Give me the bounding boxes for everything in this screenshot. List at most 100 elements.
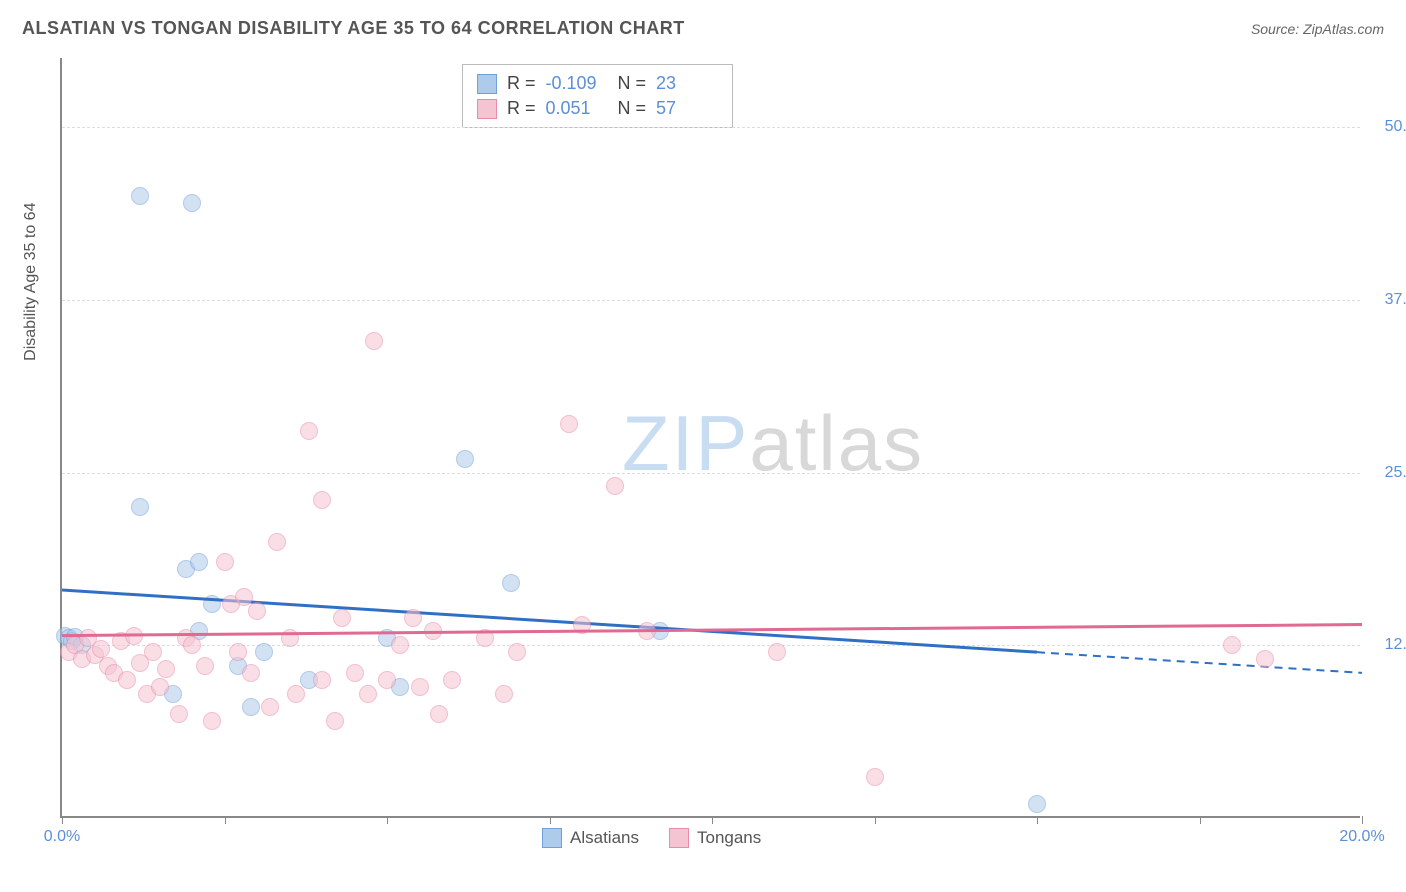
watermark: ZIPatlas bbox=[622, 398, 924, 489]
data-point bbox=[1028, 795, 1046, 813]
data-point bbox=[560, 415, 578, 433]
x-tick bbox=[1200, 816, 1201, 824]
data-point bbox=[248, 602, 266, 620]
data-point bbox=[92, 640, 110, 658]
chart-title: ALSATIAN VS TONGAN DISABILITY AGE 35 TO … bbox=[22, 18, 685, 39]
data-point bbox=[424, 622, 442, 640]
stats-row-tongans: R = 0.051 N = 57 bbox=[477, 96, 718, 121]
data-point bbox=[866, 768, 884, 786]
y-tick-label: 12.5% bbox=[1370, 636, 1406, 654]
legend-swatch-alsatians bbox=[542, 828, 562, 848]
data-point bbox=[170, 705, 188, 723]
legend-label-alsatians: Alsatians bbox=[570, 828, 639, 848]
data-point bbox=[300, 422, 318, 440]
data-point bbox=[768, 643, 786, 661]
stats-r-value-alsatians: -0.109 bbox=[546, 73, 608, 94]
y-tick-label: 25.0% bbox=[1370, 464, 1406, 482]
data-point bbox=[404, 609, 422, 627]
bottom-legend: Alsatians Tongans bbox=[542, 828, 761, 848]
y-tick-label: 37.5% bbox=[1370, 291, 1406, 309]
data-point bbox=[502, 574, 520, 592]
data-point bbox=[359, 685, 377, 703]
data-point bbox=[476, 629, 494, 647]
data-point bbox=[411, 678, 429, 696]
y-tick-label: 50.0% bbox=[1370, 118, 1406, 136]
data-point bbox=[203, 712, 221, 730]
scatter-plot-area: ZIPatlas R = -0.109 N = 23 R = 0.051 N =… bbox=[60, 58, 1360, 818]
data-point bbox=[430, 705, 448, 723]
data-point bbox=[333, 609, 351, 627]
data-point bbox=[606, 477, 624, 495]
title-bar: ALSATIAN VS TONGAN DISABILITY AGE 35 TO … bbox=[22, 18, 1384, 39]
x-tick bbox=[1362, 816, 1363, 824]
data-point bbox=[287, 685, 305, 703]
data-point bbox=[378, 671, 396, 689]
x-tick bbox=[387, 816, 388, 824]
stats-r-label: R = bbox=[507, 73, 536, 94]
data-point bbox=[131, 498, 149, 516]
data-point bbox=[196, 657, 214, 675]
gridline bbox=[62, 473, 1360, 474]
stats-r-value-tongans: 0.051 bbox=[546, 98, 608, 119]
x-tick bbox=[1037, 816, 1038, 824]
data-point bbox=[242, 664, 260, 682]
stats-row-alsatians: R = -0.109 N = 23 bbox=[477, 71, 718, 96]
data-point bbox=[456, 450, 474, 468]
data-point bbox=[203, 595, 221, 613]
swatch-alsatians bbox=[477, 74, 497, 94]
data-point bbox=[1256, 650, 1274, 668]
legend-swatch-tongans bbox=[669, 828, 689, 848]
x-tick bbox=[62, 816, 63, 824]
data-point bbox=[261, 698, 279, 716]
data-point bbox=[242, 698, 260, 716]
data-point bbox=[151, 678, 169, 696]
data-point bbox=[268, 533, 286, 551]
x-tick bbox=[550, 816, 551, 824]
data-point bbox=[255, 643, 273, 661]
data-point bbox=[313, 671, 331, 689]
watermark-part1: ZIP bbox=[622, 399, 749, 487]
data-point bbox=[125, 627, 143, 645]
stats-n-value-tongans: 57 bbox=[656, 98, 718, 119]
data-point bbox=[183, 194, 201, 212]
gridline bbox=[62, 300, 1360, 301]
data-point bbox=[638, 622, 656, 640]
data-point bbox=[131, 187, 149, 205]
data-point bbox=[313, 491, 331, 509]
data-point bbox=[229, 643, 247, 661]
data-point bbox=[144, 643, 162, 661]
legend-label-tongans: Tongans bbox=[697, 828, 761, 848]
stats-n-label: N = bbox=[618, 73, 647, 94]
stats-n-label: N = bbox=[618, 98, 647, 119]
swatch-tongans bbox=[477, 99, 497, 119]
data-point bbox=[216, 553, 234, 571]
data-point bbox=[391, 636, 409, 654]
gridline bbox=[62, 127, 1360, 128]
stats-r-label: R = bbox=[507, 98, 536, 119]
data-point bbox=[326, 712, 344, 730]
watermark-part2: atlas bbox=[749, 399, 924, 487]
source-attribution: Source: ZipAtlas.com bbox=[1251, 21, 1384, 37]
x-tick-label: 20.0% bbox=[1339, 828, 1384, 846]
y-axis-label: Disability Age 35 to 64 bbox=[22, 203, 40, 361]
data-point bbox=[508, 643, 526, 661]
data-point bbox=[346, 664, 364, 682]
stats-n-value-alsatians: 23 bbox=[656, 73, 718, 94]
data-point bbox=[365, 332, 383, 350]
x-tick bbox=[225, 816, 226, 824]
legend-item-tongans: Tongans bbox=[669, 828, 761, 848]
data-point bbox=[157, 660, 175, 678]
data-point bbox=[573, 616, 591, 634]
x-tick bbox=[875, 816, 876, 824]
data-point bbox=[190, 553, 208, 571]
data-point bbox=[183, 636, 201, 654]
data-point bbox=[495, 685, 513, 703]
data-point bbox=[118, 671, 136, 689]
legend-item-alsatians: Alsatians bbox=[542, 828, 639, 848]
x-tick bbox=[712, 816, 713, 824]
data-point bbox=[1223, 636, 1241, 654]
stats-legend-box: R = -0.109 N = 23 R = 0.051 N = 57 bbox=[462, 64, 733, 128]
x-tick-label: 0.0% bbox=[44, 828, 80, 846]
data-point bbox=[281, 629, 299, 647]
data-point bbox=[443, 671, 461, 689]
